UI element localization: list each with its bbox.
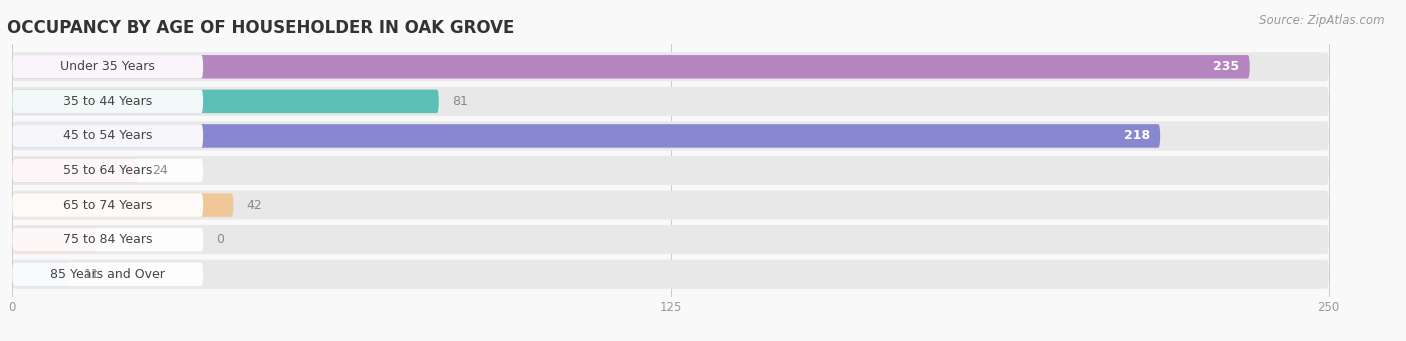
Text: OCCUPANCY BY AGE OF HOUSEHOLDER IN OAK GROVE: OCCUPANCY BY AGE OF HOUSEHOLDER IN OAK G… (7, 19, 515, 37)
FancyBboxPatch shape (13, 159, 204, 182)
FancyBboxPatch shape (13, 87, 1329, 116)
FancyBboxPatch shape (13, 90, 204, 113)
FancyBboxPatch shape (13, 55, 204, 78)
Text: 65 to 74 Years: 65 to 74 Years (63, 198, 152, 211)
FancyBboxPatch shape (13, 55, 1250, 78)
FancyBboxPatch shape (13, 225, 1329, 254)
Text: 11: 11 (83, 268, 100, 281)
Text: 81: 81 (451, 95, 468, 108)
FancyBboxPatch shape (13, 228, 98, 251)
FancyBboxPatch shape (13, 263, 70, 286)
Text: Under 35 Years: Under 35 Years (60, 60, 155, 73)
Text: Source: ZipAtlas.com: Source: ZipAtlas.com (1260, 14, 1385, 27)
FancyBboxPatch shape (13, 228, 204, 251)
FancyBboxPatch shape (13, 159, 139, 182)
FancyBboxPatch shape (13, 121, 1329, 150)
FancyBboxPatch shape (13, 124, 204, 148)
FancyBboxPatch shape (13, 52, 1329, 81)
Text: 85 Years and Over: 85 Years and Over (51, 268, 165, 281)
Text: 35 to 44 Years: 35 to 44 Years (63, 95, 152, 108)
FancyBboxPatch shape (13, 90, 439, 113)
FancyBboxPatch shape (13, 193, 233, 217)
FancyBboxPatch shape (13, 156, 1329, 185)
FancyBboxPatch shape (13, 124, 1160, 148)
FancyBboxPatch shape (13, 193, 204, 217)
Text: 235: 235 (1213, 60, 1239, 73)
Text: 75 to 84 Years: 75 to 84 Years (63, 233, 152, 246)
Text: 218: 218 (1123, 130, 1150, 143)
FancyBboxPatch shape (13, 191, 1329, 220)
FancyBboxPatch shape (13, 263, 204, 286)
Text: 55 to 64 Years: 55 to 64 Years (63, 164, 152, 177)
Text: 45 to 54 Years: 45 to 54 Years (63, 130, 152, 143)
Text: 0: 0 (217, 233, 225, 246)
Text: 42: 42 (246, 198, 263, 211)
Text: 24: 24 (152, 164, 167, 177)
FancyBboxPatch shape (13, 260, 1329, 289)
